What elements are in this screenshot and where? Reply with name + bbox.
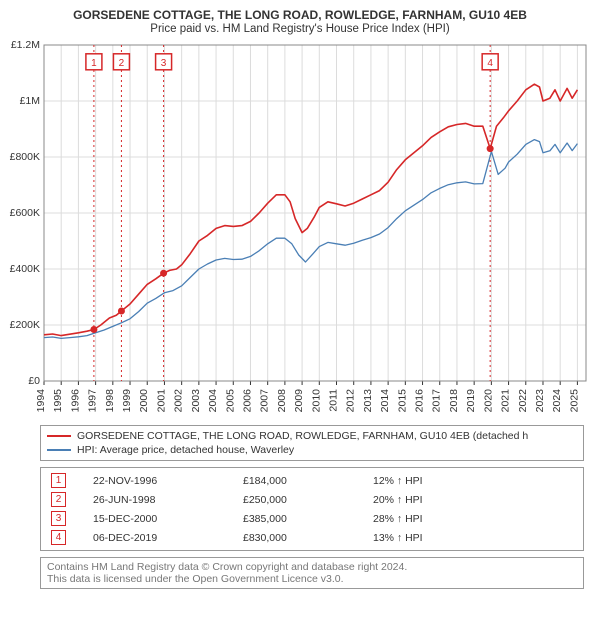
svg-text:2017: 2017 — [431, 389, 443, 413]
svg-text:2009: 2009 — [293, 389, 305, 413]
transaction-pct: 12% ↑ HPI — [369, 471, 577, 490]
attribution: Contains HM Land Registry data © Crown c… — [40, 557, 584, 589]
legend-item: GORSEDENE COTTAGE, THE LONG ROAD, ROWLED… — [47, 429, 577, 443]
transaction-marker: 3 — [51, 511, 66, 526]
transaction-date: 15-DEC-2000 — [89, 509, 239, 528]
svg-text:1996: 1996 — [69, 389, 81, 413]
svg-text:2013: 2013 — [362, 389, 374, 413]
legend-label: HPI: Average price, detached house, Wave… — [77, 444, 294, 456]
svg-text:£0: £0 — [28, 375, 40, 387]
svg-text:2007: 2007 — [259, 389, 271, 413]
legend-item: HPI: Average price, detached house, Wave… — [47, 443, 577, 457]
footer-line-2: This data is licensed under the Open Gov… — [47, 573, 577, 585]
transaction-date: 22-NOV-1996 — [89, 471, 239, 490]
svg-text:£800K: £800K — [10, 151, 40, 163]
svg-text:2006: 2006 — [241, 389, 253, 413]
transaction-date: 06-DEC-2019 — [89, 528, 239, 547]
svg-text:2002: 2002 — [173, 389, 185, 413]
svg-text:2025: 2025 — [568, 389, 580, 413]
transaction-marker: 1 — [51, 473, 66, 488]
table-row: 3 15-DEC-2000£385,00028% ↑ HPI — [47, 509, 577, 528]
svg-text:2018: 2018 — [448, 389, 460, 413]
svg-text:1994: 1994 — [35, 389, 47, 413]
transactions-table: 1 22-NOV-1996£184,00012% ↑ HPI 2 26-JUN-199… — [40, 467, 584, 551]
transaction-marker: 2 — [51, 492, 66, 507]
svg-text:2001: 2001 — [155, 389, 167, 413]
transaction-pct: 13% ↑ HPI — [369, 528, 577, 547]
transaction-marker: 4 — [51, 530, 66, 545]
legend-color-swatch — [47, 435, 71, 437]
transaction-price: £830,000 — [239, 528, 369, 547]
svg-text:1998: 1998 — [104, 389, 116, 413]
transaction-price: £184,000 — [239, 471, 369, 490]
svg-text:2004: 2004 — [207, 389, 219, 413]
transaction-price: £385,000 — [239, 509, 369, 528]
svg-text:2003: 2003 — [190, 389, 202, 413]
svg-text:2011: 2011 — [328, 389, 340, 412]
table-row: 1 22-NOV-1996£184,00012% ↑ HPI — [47, 471, 577, 490]
transaction-price: £250,000 — [239, 490, 369, 509]
svg-text:£1M: £1M — [20, 95, 40, 107]
chart-title-1: GORSEDENE COTTAGE, THE LONG ROAD, ROWLED… — [6, 8, 594, 22]
svg-text:2008: 2008 — [276, 389, 288, 413]
svg-text:1997: 1997 — [87, 389, 99, 413]
svg-text:1999: 1999 — [121, 389, 133, 413]
chart-title-2: Price paid vs. HM Land Registry's House … — [6, 23, 594, 35]
svg-text:2024: 2024 — [551, 389, 563, 413]
chart-area: £0 £200K £400K £600K £800K £1M £1.2M 1994 1995 19… — [6, 39, 594, 419]
line-chart: £0 £200K £400K £600K £800K £1M £1.2M 1994 1995 19… — [6, 39, 594, 419]
svg-text:£1.2M: £1.2M — [11, 39, 40, 51]
svg-text:2010: 2010 — [310, 389, 322, 413]
svg-text:2005: 2005 — [224, 389, 236, 413]
svg-text:2000: 2000 — [138, 389, 150, 413]
svg-text:2022: 2022 — [517, 389, 529, 413]
svg-text:2021: 2021 — [500, 389, 512, 413]
svg-text:2012: 2012 — [345, 389, 357, 413]
svg-text:2023: 2023 — [534, 389, 546, 413]
svg-text:1995: 1995 — [52, 389, 64, 413]
svg-text:2020: 2020 — [482, 389, 494, 413]
svg-text:3: 3 — [161, 58, 167, 69]
svg-text:2015: 2015 — [396, 389, 408, 413]
transaction-pct: 20% ↑ HPI — [369, 490, 577, 509]
footer-line-1: Contains HM Land Registry data © Crown c… — [47, 561, 577, 573]
legend-color-swatch — [47, 449, 71, 451]
svg-text:1: 1 — [91, 58, 97, 69]
transaction-date: 26-JUN-1998 — [89, 490, 239, 509]
svg-text:2019: 2019 — [465, 389, 477, 413]
legend-label: GORSEDENE COTTAGE, THE LONG ROAD, ROWLED… — [77, 430, 528, 442]
legend: GORSEDENE COTTAGE, THE LONG ROAD, ROWLED… — [40, 425, 584, 461]
table-row: 2 26-JUN-1998£250,00020% ↑ HPI — [47, 490, 577, 509]
svg-text:2016: 2016 — [414, 389, 426, 413]
transaction-pct: 28% ↑ HPI — [369, 509, 577, 528]
svg-text:2014: 2014 — [379, 389, 391, 413]
svg-text:£400K: £400K — [10, 263, 40, 275]
svg-text:£200K: £200K — [10, 319, 40, 331]
svg-text:2: 2 — [119, 58, 125, 69]
svg-text:4: 4 — [487, 58, 493, 69]
svg-text:£600K: £600K — [10, 207, 40, 219]
table-row: 4 06-DEC-2019£830,00013% ↑ HPI — [47, 528, 577, 547]
